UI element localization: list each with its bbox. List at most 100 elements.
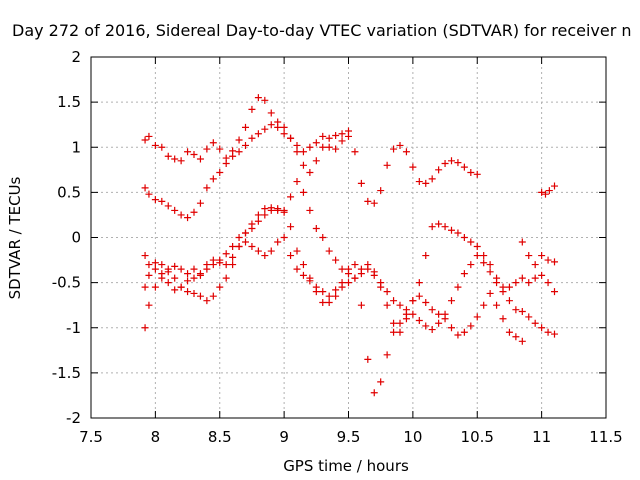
series-4 <box>141 220 520 397</box>
data-point <box>158 143 166 151</box>
data-point <box>267 121 275 129</box>
data-point <box>248 134 256 142</box>
data-point <box>293 178 301 186</box>
x-tick-label: 8 <box>151 428 161 446</box>
data-point <box>151 141 159 149</box>
data-point <box>357 179 365 187</box>
data-point <box>235 243 243 251</box>
chart-title: Day 272 of 2016, Sidereal Day-to-day VTE… <box>12 21 632 40</box>
data-point <box>460 270 468 278</box>
data-point <box>505 297 513 305</box>
data-point <box>145 190 153 198</box>
data-point <box>190 208 198 216</box>
data-point <box>222 274 230 282</box>
data-point <box>196 271 204 279</box>
data-point <box>216 283 224 291</box>
data-point <box>190 274 198 282</box>
data-point <box>293 247 301 255</box>
data-point <box>184 277 192 285</box>
data-point <box>280 206 288 214</box>
data-point <box>190 289 198 297</box>
data-point <box>293 148 301 156</box>
data-point <box>222 159 230 167</box>
data-point <box>325 292 333 300</box>
data-point <box>158 197 166 205</box>
data-point <box>538 324 546 332</box>
data-point <box>299 148 307 156</box>
data-point <box>512 306 520 314</box>
data-point <box>306 169 314 177</box>
data-point <box>280 234 288 241</box>
data-point <box>448 157 455 165</box>
data-point <box>415 279 423 287</box>
plot-frame <box>90 56 607 419</box>
data-point <box>190 265 198 273</box>
data-point <box>319 132 327 140</box>
data-point <box>422 298 430 306</box>
data-point <box>551 182 558 190</box>
data-point <box>377 378 385 386</box>
data-point <box>203 297 211 305</box>
data-point <box>473 252 481 260</box>
data-point <box>538 188 546 196</box>
data-point <box>486 289 494 297</box>
y-tick-label: -1 <box>66 319 81 337</box>
data-point <box>351 148 359 156</box>
data-point <box>428 306 436 314</box>
data-point <box>141 184 149 192</box>
data-point <box>454 331 462 339</box>
data-point <box>209 261 217 269</box>
series-2 <box>141 118 352 222</box>
x-tick-label: 8.5 <box>208 428 232 446</box>
data-point <box>293 265 301 273</box>
data-point <box>454 283 462 291</box>
data-point <box>428 223 436 231</box>
data-point <box>248 243 256 251</box>
series-7 <box>518 271 558 296</box>
data-point <box>345 279 352 287</box>
data-point <box>171 286 179 294</box>
data-point <box>396 319 404 327</box>
data-point <box>422 179 430 187</box>
data-point <box>158 261 166 269</box>
grid <box>91 57 606 418</box>
data-point <box>184 214 192 222</box>
data-point <box>229 152 237 160</box>
data-point <box>141 252 149 260</box>
x-tick-label: 10 <box>403 428 422 446</box>
data-point <box>512 279 520 287</box>
data-point <box>377 279 385 287</box>
x-tick-label: 7.5 <box>79 428 103 446</box>
data-point <box>319 298 327 306</box>
data-point <box>383 161 391 169</box>
data-point <box>177 283 185 291</box>
data-point <box>370 271 378 279</box>
data-point <box>448 324 455 332</box>
data-point <box>267 247 275 255</box>
series-5 <box>141 205 558 338</box>
data-point <box>158 274 166 282</box>
x-tick-label: 9.5 <box>337 428 361 446</box>
data-point <box>512 333 520 341</box>
data-point <box>287 252 295 260</box>
data-point <box>364 197 372 205</box>
data-point <box>345 132 352 140</box>
data-point <box>299 271 307 279</box>
y-tick-label: 0.5 <box>57 183 81 201</box>
data-point <box>171 206 179 214</box>
data-point <box>428 326 436 334</box>
data-point <box>261 125 269 133</box>
data-point <box>325 247 333 255</box>
data-point <box>338 137 346 145</box>
data-point <box>531 274 539 282</box>
data-point <box>209 139 217 147</box>
data-point <box>402 148 410 156</box>
y-tick-label: -1.5 <box>52 364 81 382</box>
data-point <box>435 310 443 318</box>
data-point <box>242 229 249 237</box>
data-point <box>538 252 546 260</box>
data-point <box>525 252 533 260</box>
data-point <box>299 161 307 169</box>
data-point <box>177 265 185 273</box>
data-point <box>441 310 449 318</box>
